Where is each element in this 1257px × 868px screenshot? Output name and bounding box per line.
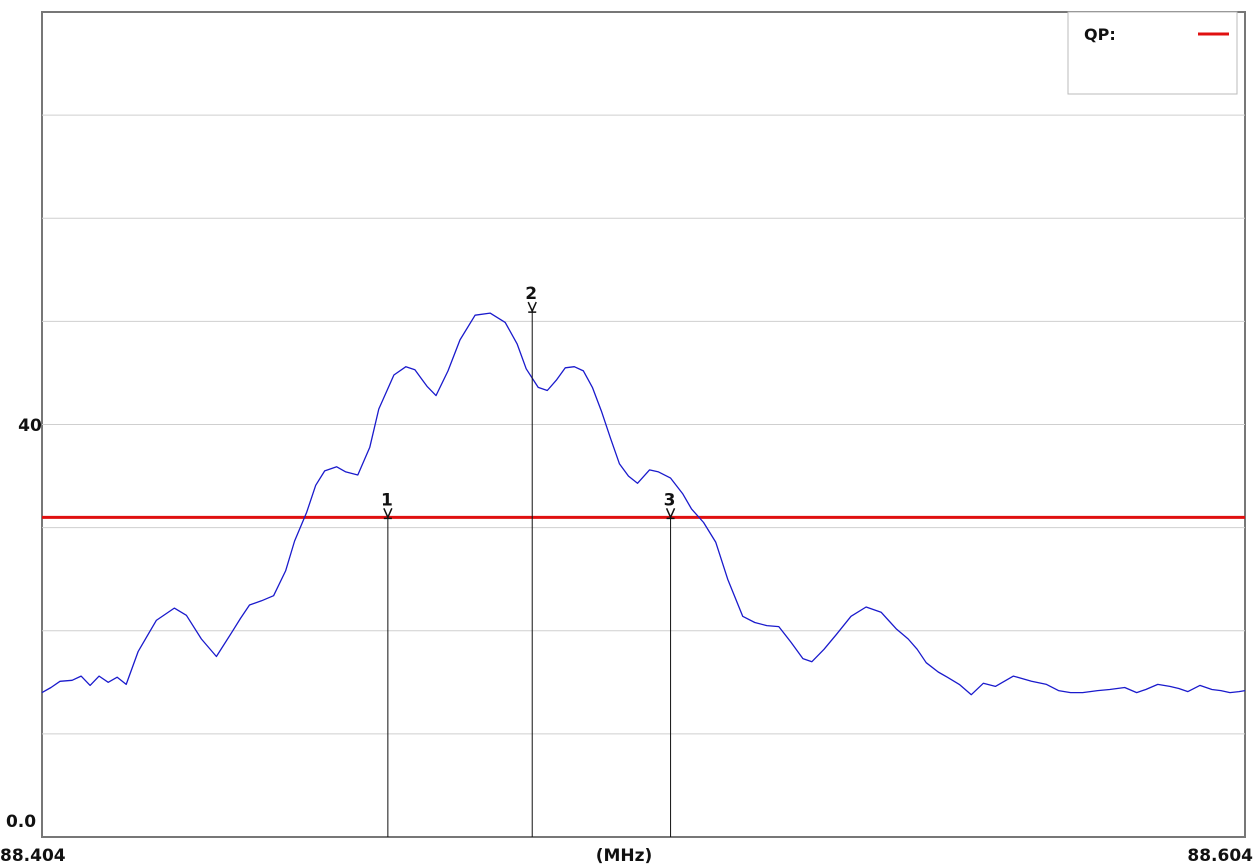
marker-2-symbol bbox=[527, 301, 537, 313]
legend: QP: bbox=[1067, 11, 1238, 95]
legend-box bbox=[1067, 11, 1238, 95]
grid-lines bbox=[42, 114, 1245, 735]
marker-3-symbol bbox=[665, 508, 676, 520]
y-tick-label-0: 0.0 bbox=[6, 812, 36, 832]
y-tick-label-40: 40 bbox=[18, 416, 42, 436]
x-tick-label-left: 88.404 bbox=[0, 846, 66, 866]
marker-1-symbol bbox=[383, 508, 393, 520]
marker-3-label: 3 bbox=[664, 490, 676, 510]
x-axis-unit-label: (MHz) bbox=[596, 846, 653, 866]
marker-layer: 1 2 3 bbox=[381, 284, 676, 837]
legend-label: QP: bbox=[1084, 25, 1116, 44]
tick-labels: 88.404 (MHz) 88.604 40 0.0 bbox=[0, 416, 1253, 866]
marker-2-label: 2 bbox=[525, 284, 537, 304]
x-tick-label-right: 88.604 bbox=[1187, 846, 1253, 866]
series-layer bbox=[41, 312, 1246, 696]
marker-1-label: 1 bbox=[381, 490, 393, 510]
series-line-1 bbox=[41, 312, 1246, 696]
